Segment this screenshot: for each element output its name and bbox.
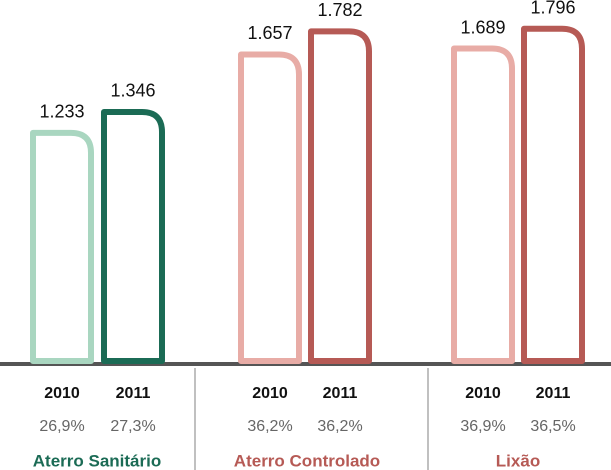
bar [451, 45, 515, 364]
value-label: 1.796 [530, 0, 575, 17]
share-label: 27,3% [110, 418, 155, 435]
year-label: 2011 [536, 385, 571, 402]
share-label: 26,9% [39, 418, 84, 435]
share-label: 36,2% [247, 418, 292, 435]
value-label: 1.657 [247, 23, 292, 43]
year-label: 2010 [44, 385, 80, 402]
bar [308, 28, 372, 364]
value-label: 1.689 [460, 17, 505, 37]
share-label: 36,5% [530, 418, 575, 435]
year-label: 2010 [252, 385, 288, 402]
year-label: 2010 [465, 385, 501, 402]
bar [238, 51, 302, 364]
share-label: 36,9% [460, 418, 505, 435]
bar [30, 129, 94, 364]
share-label: 36,2% [317, 418, 362, 435]
category-label: Aterro Sanitário [33, 451, 161, 470]
category-label: Aterro Controlado [234, 451, 380, 470]
category-label: Lixão [496, 451, 540, 470]
value-label: 1.782 [317, 0, 362, 20]
year-label: 2011 [323, 385, 358, 402]
value-label: 1.233 [39, 102, 84, 122]
value-label: 1.346 [110, 81, 155, 101]
bar [521, 25, 585, 364]
year-label: 2011 [116, 385, 151, 402]
bar [101, 108, 165, 364]
